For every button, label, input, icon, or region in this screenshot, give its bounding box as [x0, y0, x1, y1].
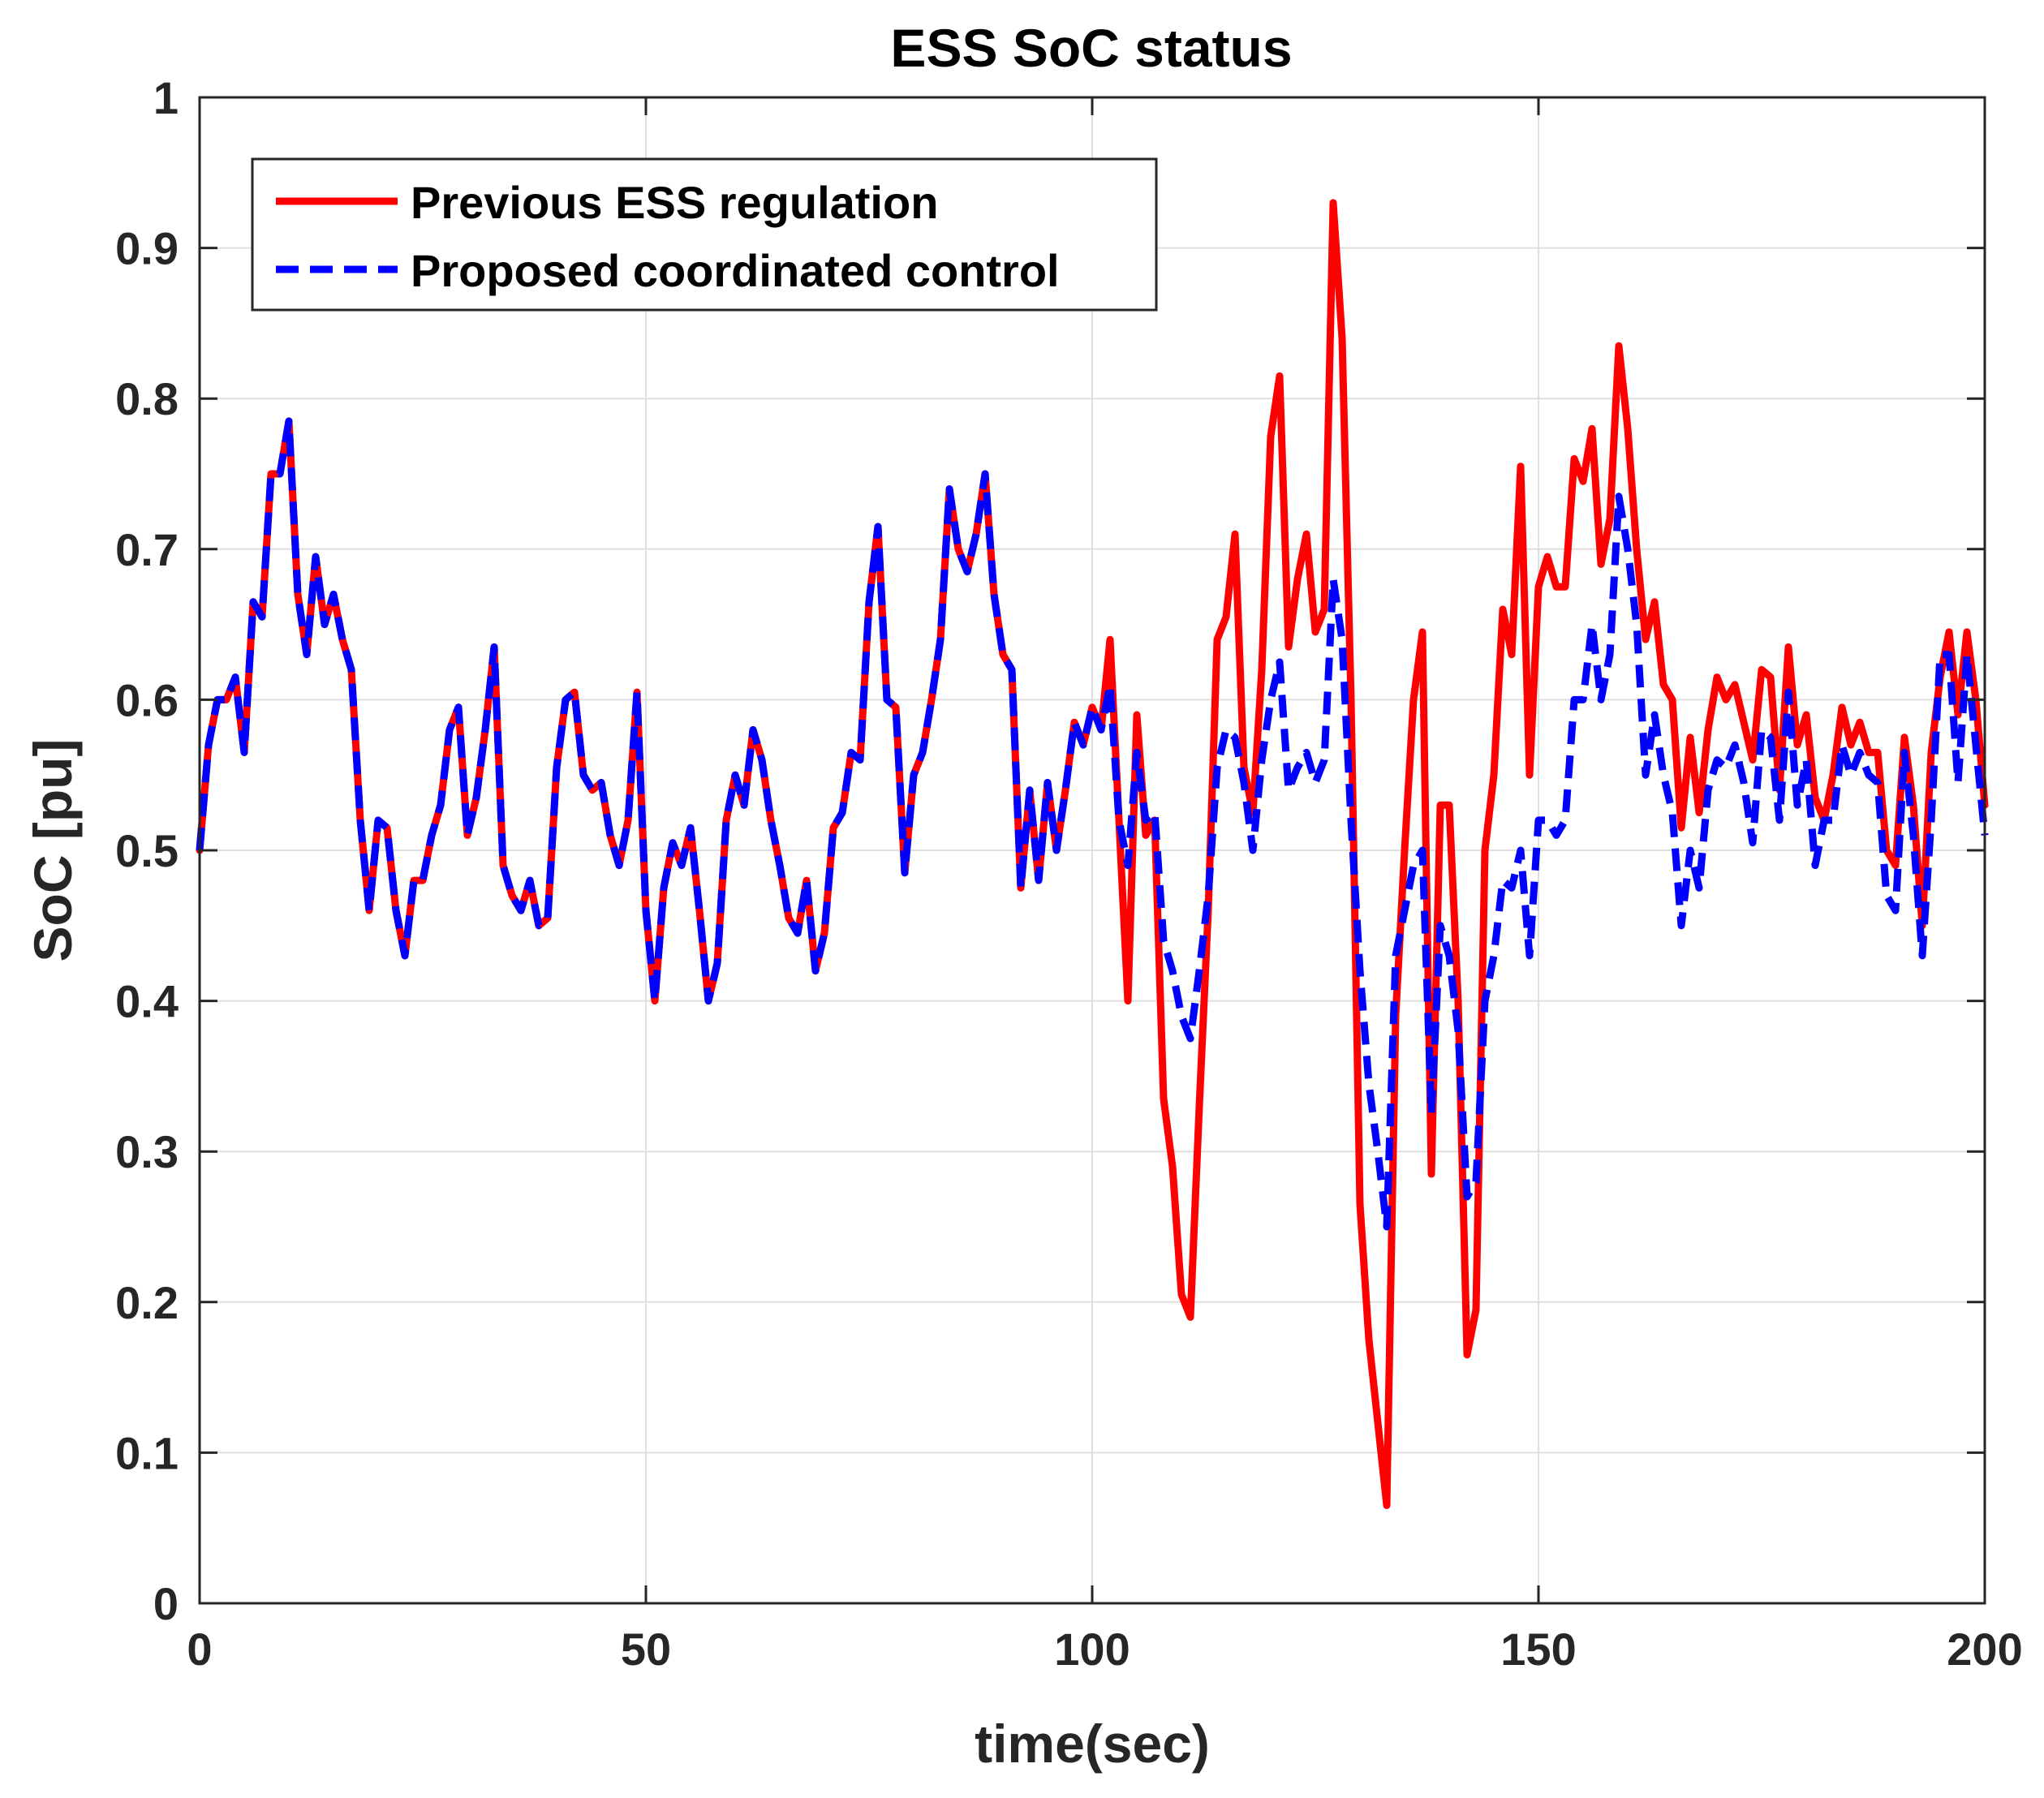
- x-tick-label: 200: [1947, 1624, 2022, 1675]
- y-tick-label: 0: [153, 1578, 179, 1629]
- y-axis-label: SoC [pu]: [23, 739, 83, 962]
- x-axis-label: time(sec): [975, 1714, 1210, 1774]
- y-tick-labels: 0 0.1 0.2 0.3 0.4 0.5 0.6 0.7 0.8 0.9 1: [115, 72, 179, 1629]
- y-tick-label: 1: [153, 72, 179, 123]
- y-tick-label: 0.4: [115, 976, 179, 1027]
- y-tick-label: 0.8: [115, 373, 179, 424]
- ticks: [198, 96, 1986, 1605]
- x-tick-label: 0: [187, 1624, 212, 1675]
- y-tick-label: 0.3: [115, 1126, 179, 1177]
- x-tick-label: 100: [1054, 1624, 1130, 1675]
- y-tick-label: 0.6: [115, 674, 179, 725]
- series-line-proposed-coordinated-control: [196, 417, 1989, 1231]
- series-lines: [196, 199, 1989, 1509]
- legend-label-proposed-coordinated-control: Proposed coordinated control: [411, 245, 1060, 296]
- x-tick-label: 50: [621, 1624, 671, 1675]
- y-tick-label: 0.9: [115, 223, 179, 274]
- y-tick-label: 0.7: [115, 524, 179, 575]
- y-tick-label: 0.5: [115, 825, 179, 876]
- legend: Previous ESS regulation Proposed coordin…: [251, 157, 1158, 312]
- legend-label-previous-ess-regulation: Previous ESS regulation: [411, 177, 938, 228]
- x-tick-label: 150: [1500, 1624, 1576, 1675]
- chart-title: ESS SoC status: [890, 18, 1292, 78]
- legend-box: [251, 157, 1158, 312]
- y-tick-label: 0.1: [115, 1427, 179, 1478]
- x-tick-labels: 0 50 100 150 200: [187, 1624, 2022, 1675]
- y-tick-label: 0.2: [115, 1277, 179, 1328]
